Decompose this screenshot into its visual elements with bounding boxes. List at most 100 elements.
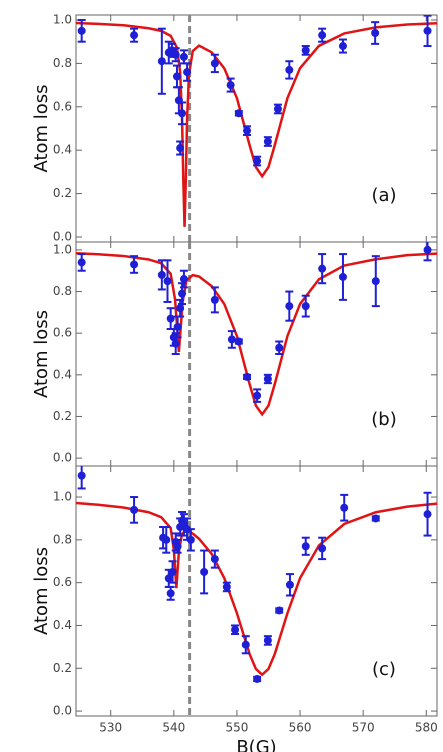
data-point: [338, 272, 347, 281]
data-point: [200, 567, 209, 576]
data-point: [275, 343, 284, 352]
data-point: [301, 302, 310, 311]
data-point: [173, 322, 182, 331]
data-point: [178, 109, 187, 118]
y-tick-label: 1.0: [53, 12, 72, 26]
data-point: [176, 304, 185, 313]
data-point: [130, 505, 139, 514]
y-axis-label: Atom loss: [31, 84, 52, 172]
data-point: [423, 245, 432, 254]
data-point: [210, 295, 219, 304]
data-point: [186, 535, 195, 544]
data-point: [226, 81, 235, 90]
data-point: [285, 65, 294, 74]
data-point: [77, 258, 86, 267]
y-tick-label: 0.2: [53, 661, 72, 675]
data-point: [157, 270, 166, 279]
data-point: [210, 59, 219, 68]
data-point: [301, 542, 310, 551]
data-point: [171, 339, 180, 348]
data-point: [263, 137, 272, 146]
data-point: [253, 674, 262, 683]
y-tick-label: 0.0: [53, 704, 72, 718]
data-point: [130, 260, 139, 269]
data-point: [285, 580, 294, 589]
data-point: [222, 582, 231, 591]
y-tick-label: 0.2: [53, 409, 72, 423]
data-point: [253, 391, 262, 400]
annotation: (a): [371, 185, 396, 206]
y-tick-label: 0.2: [53, 186, 72, 200]
fit-curve: [76, 501, 437, 677]
annotation: (b): [371, 409, 396, 430]
data-point: [179, 275, 188, 284]
y-tick-label: 0.4: [53, 143, 72, 157]
panel: 0.0 0.2 0.4 0.6 0.8 1.0 530 540 550 560 570 580 Atom…: [31, 465, 438, 752]
frame: [75, 465, 438, 717]
x-tick-label: 570: [352, 721, 375, 735]
data-point: [318, 264, 327, 273]
data-point: [130, 31, 139, 40]
data-point: [210, 555, 219, 564]
y-tick-label: 0.8: [53, 284, 72, 298]
x-tick-label: 550: [225, 721, 248, 735]
data-point: [371, 29, 380, 38]
frame: [75, 241, 438, 467]
data-point: [371, 514, 380, 523]
y-tick-label: 1.0: [53, 490, 72, 504]
data-point: [338, 42, 347, 51]
data-point: [162, 535, 171, 544]
data-point: [423, 26, 432, 35]
data-point: [227, 335, 236, 344]
data-point: [166, 314, 175, 323]
y-tick-label: 0.4: [53, 618, 72, 632]
data-point: [183, 68, 192, 77]
y-axis-label: Atom loss: [31, 310, 52, 398]
data-point: [234, 337, 243, 346]
y-axis-label: Atom loss: [31, 547, 52, 635]
y-tick-label: 0.6: [53, 326, 72, 340]
data-point: [423, 510, 432, 519]
data-point: [318, 544, 327, 553]
data-point: [275, 606, 284, 615]
data-point: [318, 31, 327, 40]
data-point: [234, 109, 243, 118]
data-point: [77, 26, 86, 35]
data-point: [157, 57, 166, 66]
data-point: [176, 144, 185, 153]
data-point: [263, 636, 272, 645]
y-tick-label: 0.0: [53, 451, 72, 465]
data-point: [241, 640, 250, 649]
data-point: [340, 503, 349, 512]
data-point: [172, 72, 181, 81]
x-tick-label: 560: [289, 721, 312, 735]
y-tick-label: 0.8: [53, 532, 72, 546]
data-point: [243, 126, 252, 135]
data-point: [178, 289, 187, 298]
data-point: [243, 372, 252, 381]
data-point: [171, 50, 180, 59]
plot-area: [76, 466, 437, 716]
data-point: [166, 589, 175, 598]
data-point: [164, 574, 173, 583]
y-tick-label: 0.4: [53, 367, 72, 381]
data-point: [179, 52, 188, 61]
panel: 0.0 0.2 0.4 0.6 0.8 1.0 Atom loss (a): [31, 12, 438, 244]
data-point: [285, 302, 294, 311]
x-tick-label: 530: [99, 721, 122, 735]
data-point: [371, 277, 380, 286]
data-point: [253, 157, 262, 166]
data-point: [301, 46, 310, 55]
panel: 0.0 0.2 0.4 0.6 0.8 1.0 Atom loss (b): [31, 241, 438, 467]
y-tick-label: 0.0: [53, 230, 72, 244]
plot-area: [76, 242, 437, 466]
frame: [75, 14, 438, 243]
data-point: [168, 567, 177, 576]
data-point: [273, 104, 282, 113]
plot-area: [76, 15, 437, 242]
annotation: (c): [372, 659, 396, 680]
data-point: [173, 542, 182, 551]
y-tick-label: 0.8: [53, 56, 72, 70]
y-tick-label: 0.6: [53, 99, 72, 113]
